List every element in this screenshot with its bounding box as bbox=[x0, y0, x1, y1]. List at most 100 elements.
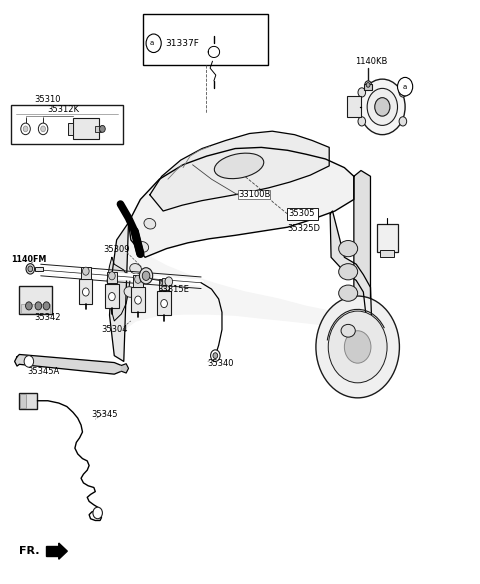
Polygon shape bbox=[112, 223, 371, 356]
Bar bbox=[347, 96, 361, 117]
Bar bbox=[132, 287, 144, 312]
Ellipse shape bbox=[124, 287, 136, 297]
Circle shape bbox=[43, 302, 50, 310]
Bar bbox=[380, 250, 394, 258]
Circle shape bbox=[135, 296, 141, 304]
Text: 33100B: 33100B bbox=[239, 190, 271, 199]
Circle shape bbox=[365, 81, 372, 89]
Bar bbox=[72, 119, 98, 140]
Bar bbox=[81, 267, 91, 279]
Circle shape bbox=[375, 98, 390, 116]
Circle shape bbox=[41, 126, 46, 132]
Text: 35340: 35340 bbox=[208, 359, 234, 369]
Bar bbox=[288, 208, 318, 220]
Ellipse shape bbox=[339, 263, 358, 280]
Circle shape bbox=[344, 331, 371, 363]
Circle shape bbox=[211, 350, 220, 361]
Text: 35345: 35345 bbox=[92, 410, 118, 419]
Ellipse shape bbox=[339, 241, 358, 257]
Circle shape bbox=[358, 88, 366, 97]
Bar bbox=[238, 190, 270, 200]
Bar bbox=[21, 304, 50, 313]
Bar bbox=[377, 224, 397, 252]
Circle shape bbox=[139, 267, 153, 284]
Bar bbox=[79, 279, 93, 304]
Ellipse shape bbox=[130, 263, 142, 274]
Circle shape bbox=[21, 123, 30, 135]
Circle shape bbox=[146, 34, 161, 53]
Polygon shape bbox=[14, 354, 124, 374]
Text: 35309: 35309 bbox=[103, 245, 130, 253]
Text: a: a bbox=[403, 84, 407, 90]
Circle shape bbox=[366, 82, 370, 87]
Bar bbox=[20, 394, 25, 408]
Circle shape bbox=[399, 117, 407, 126]
Bar bbox=[133, 275, 143, 287]
Circle shape bbox=[161, 279, 168, 287]
Text: 35345A: 35345A bbox=[27, 367, 59, 376]
Text: 31337F: 31337F bbox=[165, 39, 199, 48]
Circle shape bbox=[35, 302, 42, 310]
Text: 33815E: 33815E bbox=[157, 284, 189, 294]
Circle shape bbox=[142, 271, 150, 280]
Circle shape bbox=[360, 79, 405, 135]
Circle shape bbox=[397, 78, 413, 96]
Circle shape bbox=[213, 353, 218, 359]
Bar bbox=[107, 272, 117, 283]
Text: a: a bbox=[150, 40, 154, 46]
Polygon shape bbox=[121, 364, 129, 373]
Circle shape bbox=[99, 126, 105, 133]
Polygon shape bbox=[107, 258, 130, 321]
Polygon shape bbox=[59, 543, 67, 559]
Text: 35305: 35305 bbox=[288, 210, 315, 218]
Text: 35304: 35304 bbox=[101, 325, 128, 333]
Text: 1140KB: 1140KB bbox=[355, 57, 387, 66]
Circle shape bbox=[25, 302, 32, 310]
Polygon shape bbox=[354, 171, 371, 356]
Circle shape bbox=[316, 296, 399, 398]
Circle shape bbox=[83, 267, 89, 275]
Polygon shape bbox=[109, 223, 129, 361]
Circle shape bbox=[399, 88, 407, 97]
Polygon shape bbox=[47, 546, 60, 556]
Polygon shape bbox=[129, 147, 354, 258]
Circle shape bbox=[24, 356, 34, 367]
Text: 35325D: 35325D bbox=[288, 224, 321, 233]
Bar bbox=[143, 14, 268, 65]
Circle shape bbox=[108, 293, 115, 301]
Bar bbox=[68, 123, 72, 135]
Circle shape bbox=[93, 507, 102, 519]
Text: 35310: 35310 bbox=[35, 95, 61, 105]
Circle shape bbox=[26, 263, 35, 274]
Text: 35312K: 35312K bbox=[48, 105, 80, 114]
Circle shape bbox=[367, 88, 397, 126]
Ellipse shape bbox=[137, 242, 149, 252]
Bar bbox=[35, 266, 43, 271]
Bar bbox=[364, 84, 372, 89]
Ellipse shape bbox=[339, 285, 358, 301]
Ellipse shape bbox=[215, 153, 264, 179]
Bar bbox=[19, 286, 52, 314]
Bar bbox=[12, 105, 123, 144]
Circle shape bbox=[38, 123, 48, 135]
Bar bbox=[159, 279, 169, 290]
Circle shape bbox=[135, 275, 141, 283]
Polygon shape bbox=[150, 131, 329, 211]
Circle shape bbox=[165, 277, 173, 286]
Text: 1140FM: 1140FM bbox=[12, 255, 47, 264]
Bar bbox=[96, 126, 101, 132]
Circle shape bbox=[108, 272, 115, 280]
Bar bbox=[19, 392, 37, 409]
Text: 35342: 35342 bbox=[35, 313, 61, 322]
Bar bbox=[157, 291, 171, 315]
Circle shape bbox=[28, 266, 33, 272]
Circle shape bbox=[358, 117, 366, 126]
Polygon shape bbox=[330, 211, 373, 356]
Circle shape bbox=[328, 311, 387, 383]
Bar bbox=[98, 127, 101, 131]
Bar bbox=[105, 284, 119, 308]
Circle shape bbox=[161, 300, 168, 308]
Ellipse shape bbox=[144, 218, 156, 229]
Ellipse shape bbox=[341, 324, 355, 337]
Text: FR.: FR. bbox=[19, 546, 40, 556]
